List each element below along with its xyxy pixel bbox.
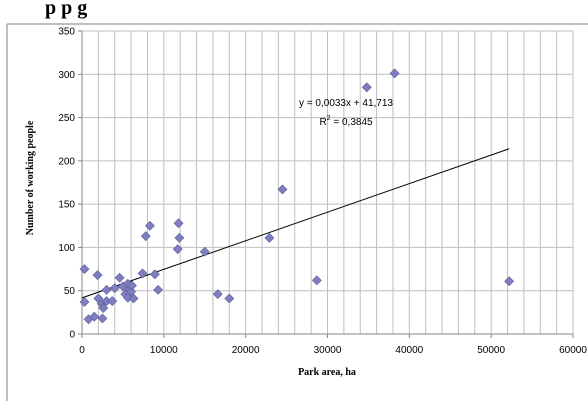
data-point	[153, 284, 164, 295]
data-point	[277, 184, 288, 195]
data-point	[107, 296, 118, 307]
data-point	[504, 276, 515, 287]
data-point	[101, 284, 112, 295]
x-tick-label: 60000	[559, 345, 587, 356]
y-tick-label: 300	[58, 70, 75, 81]
trendline	[81, 148, 510, 299]
data-point	[174, 232, 185, 243]
y-tick-label: 100	[58, 243, 75, 254]
x-tick-label: 0	[79, 345, 85, 356]
x-tick-label: 10000	[150, 345, 178, 356]
data-point	[109, 283, 120, 294]
r-squared-prefix: R	[319, 117, 326, 128]
data-point	[79, 297, 90, 307]
chart-title-fragment: p p g	[45, 0, 87, 19]
r-squared-superscript: 2	[327, 115, 331, 122]
data-point	[140, 231, 151, 242]
trendline-group	[81, 148, 510, 299]
data-point	[361, 82, 372, 93]
trendline-equation: y = 0,0033x + 41,713	[299, 98, 393, 109]
data-point	[311, 275, 322, 286]
data-point	[97, 313, 108, 324]
data-point	[199, 246, 210, 257]
x-axis-title: Park area, ha	[298, 367, 356, 378]
data-point	[224, 293, 235, 304]
r-squared-label: R2 = 0,3845	[319, 115, 373, 128]
r-squared-value: = 0,3845	[331, 117, 373, 128]
data-point	[89, 311, 100, 322]
data-point	[128, 293, 139, 304]
data-point	[173, 218, 184, 229]
grid	[81, 30, 574, 335]
tick-labels: 0 50 100 150 200 250 300 350 0 10000 20000 30000 400…	[58, 27, 587, 357]
data-point	[137, 268, 148, 279]
data-point	[98, 303, 109, 313]
x-tick-label: 40000	[395, 345, 423, 356]
data-point	[114, 272, 125, 283]
data-point	[92, 270, 103, 281]
data-point	[149, 269, 160, 280]
x-tick-label: 20000	[232, 345, 260, 356]
data-point	[79, 264, 90, 274]
axes	[78, 30, 574, 338]
y-tick-label: 200	[58, 156, 75, 167]
data-point	[144, 220, 155, 231]
y-axis-title: Number of working people	[25, 120, 36, 235]
data-points	[79, 68, 515, 325]
data-point	[389, 68, 400, 79]
y-tick-label: 150	[58, 200, 75, 211]
data-point	[264, 232, 275, 243]
y-tick-label: 0	[69, 330, 75, 341]
y-tick-label: 50	[64, 286, 76, 297]
x-tick-label: 50000	[477, 345, 505, 356]
y-tick-label: 250	[58, 113, 75, 124]
data-point	[126, 280, 137, 291]
y-tick-label: 350	[58, 27, 75, 38]
x-tick-label: 30000	[314, 345, 342, 356]
data-point	[172, 244, 183, 255]
data-point	[212, 289, 223, 300]
